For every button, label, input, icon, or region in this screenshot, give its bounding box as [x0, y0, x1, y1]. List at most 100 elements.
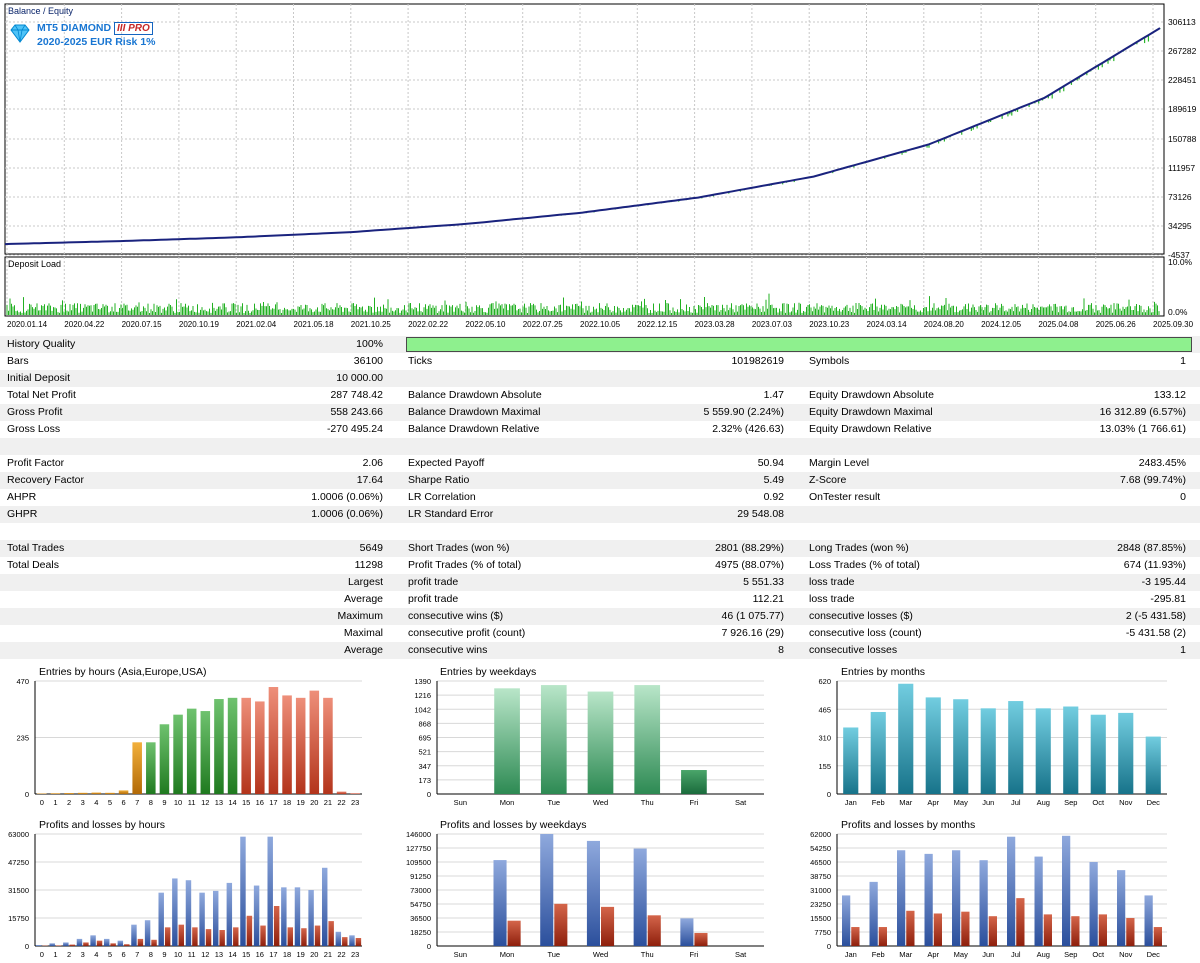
table-row: Bars 36100 Ticks 101982619 Symbols 1: [0, 353, 1200, 370]
y-tick-label: 63000: [8, 830, 29, 839]
profit-bar: [979, 860, 988, 946]
stat-label: LR Correlation: [408, 491, 476, 503]
entries-bar: [540, 685, 567, 794]
y-tick-label: 62000: [810, 830, 831, 839]
stat-label: consecutive loss (count): [809, 627, 922, 639]
x-tick-label: Jun: [982, 950, 994, 959]
entries-bar: [255, 701, 265, 794]
x-tick-label: 2021.05.18: [294, 320, 335, 329]
logo-title: MT5 DIAMOND: [37, 22, 112, 34]
entries-bar: [268, 687, 279, 794]
stat-label: Expected Payoff: [408, 457, 485, 469]
y-tick-label: 91250: [410, 872, 431, 881]
entries-bar: [634, 685, 661, 794]
chart-title-pl-months: Profits and losses by months: [841, 819, 976, 831]
x-tick-label: 11: [188, 950, 196, 959]
stat-value: 8: [778, 644, 784, 656]
loss-bar: [205, 929, 212, 946]
stat-value: 2801 (88.29%): [715, 542, 784, 554]
profit-bar: [267, 836, 273, 946]
x-tick-label: 2024.03.14: [867, 320, 908, 329]
stat-value: Average: [344, 593, 383, 605]
table-row: Maximal consecutive profit (count) 7 926.1…: [0, 625, 1200, 642]
x-tick-label: 18: [283, 798, 291, 807]
profit-bar: [1062, 835, 1071, 946]
x-tick-label: Aug: [1037, 798, 1050, 807]
x-tick-label: 14: [228, 798, 236, 807]
y-tick-label: 54250: [810, 844, 831, 853]
stat-label: Profit Trades (% of total): [408, 559, 522, 571]
x-tick-label: 16: [256, 950, 264, 959]
x-tick-label: Mon: [500, 950, 515, 959]
entries-bar: [132, 742, 142, 794]
y-tick-label: 0: [827, 942, 831, 951]
x-tick-label: Dec: [1147, 798, 1161, 807]
x-tick-label: 0: [40, 950, 44, 959]
stat-label: Symbols: [809, 355, 850, 367]
profit-bar: [680, 918, 694, 946]
x-tick-label: 22: [337, 798, 345, 807]
stat-label: loss trade: [809, 593, 855, 605]
table-row: GHPR 1.0006 (0.06%) LR Standard Error 29 54…: [0, 506, 1200, 523]
stat-label: Loss Trades (% of total): [809, 559, 920, 571]
loss-bar: [1043, 914, 1052, 946]
profit-bar: [294, 887, 301, 946]
stat-value: -3 195.44: [1141, 576, 1186, 588]
table-row: Average profit trade 112.21 loss trade -295.…: [0, 591, 1200, 608]
loss-bar: [554, 903, 568, 946]
stat-label: OnTester result: [809, 491, 881, 503]
entries-bar: [843, 727, 859, 794]
loss-bar: [933, 913, 942, 946]
y-tick-label: 868: [418, 719, 431, 728]
profit-bar: [185, 880, 192, 946]
loss-bar: [328, 921, 334, 946]
x-tick-label: 23: [351, 798, 359, 807]
chart-title-pl-weekdays: Profits and losses by weekdays: [440, 819, 587, 831]
y-tick-label: 0: [25, 942, 29, 951]
profit-bar: [76, 938, 83, 946]
profit-bar: [1117, 870, 1126, 946]
deposit-load-title: Deposit Load: [8, 259, 62, 269]
stat-value: 13.03% (1 766.61): [1099, 423, 1186, 435]
stat-label: Short Trades (won %): [408, 542, 510, 554]
entries-bar: [309, 690, 320, 794]
entries-bar: [77, 792, 88, 794]
stat-label: Profit Factor: [7, 457, 65, 469]
table-row: Total Trades 5649 Short Trades (won %) 2801…: [0, 540, 1200, 557]
balance-equity-chart: 306113 267282 228451 189619 150788 111957 7312…: [4, 3, 1197, 329]
x-tick-label: 15: [242, 798, 250, 807]
profit-bar: [842, 895, 851, 946]
stat-label: Ticks: [408, 355, 433, 367]
x-tick-label: 19: [297, 798, 305, 807]
x-tick-label: 22: [337, 950, 345, 959]
x-tick-label: Sep: [1064, 798, 1077, 807]
x-tick-label: 2: [67, 798, 71, 807]
stat-value: 7 926.16 (29): [721, 627, 784, 639]
profit-bar: [103, 938, 110, 946]
y-tick-label: 46500: [810, 858, 831, 867]
x-tick-label: May: [954, 950, 968, 959]
y-tick-label: 15500: [810, 914, 831, 923]
x-tick-label: 13: [215, 798, 223, 807]
entries-bar: [146, 742, 156, 794]
y-tick-label: 228451: [1168, 75, 1197, 85]
y-tick-label: 347: [418, 762, 431, 771]
entries-bar: [494, 688, 520, 794]
profit-bar: [633, 848, 647, 946]
loss-bar: [192, 927, 198, 946]
entries-bar: [898, 683, 914, 794]
loss-bar: [233, 927, 239, 946]
y-tick-label: 146000: [406, 830, 431, 839]
entries-bar: [1090, 714, 1106, 794]
stat-value: 5 559.90 (2.24%): [703, 406, 784, 418]
y-tick-label: 306113: [1168, 17, 1196, 27]
x-tick-label: 10: [174, 798, 182, 807]
x-tick-label: Tue: [547, 950, 560, 959]
x-tick-label: Wed: [593, 950, 608, 959]
y-tick-label: -4537: [1168, 250, 1190, 260]
profit-bar: [897, 850, 906, 946]
stat-label: Balance Drawdown Absolute: [408, 389, 542, 401]
stat-value: 2 (-5 431.58): [1125, 610, 1186, 622]
profit-bar: [226, 882, 233, 946]
